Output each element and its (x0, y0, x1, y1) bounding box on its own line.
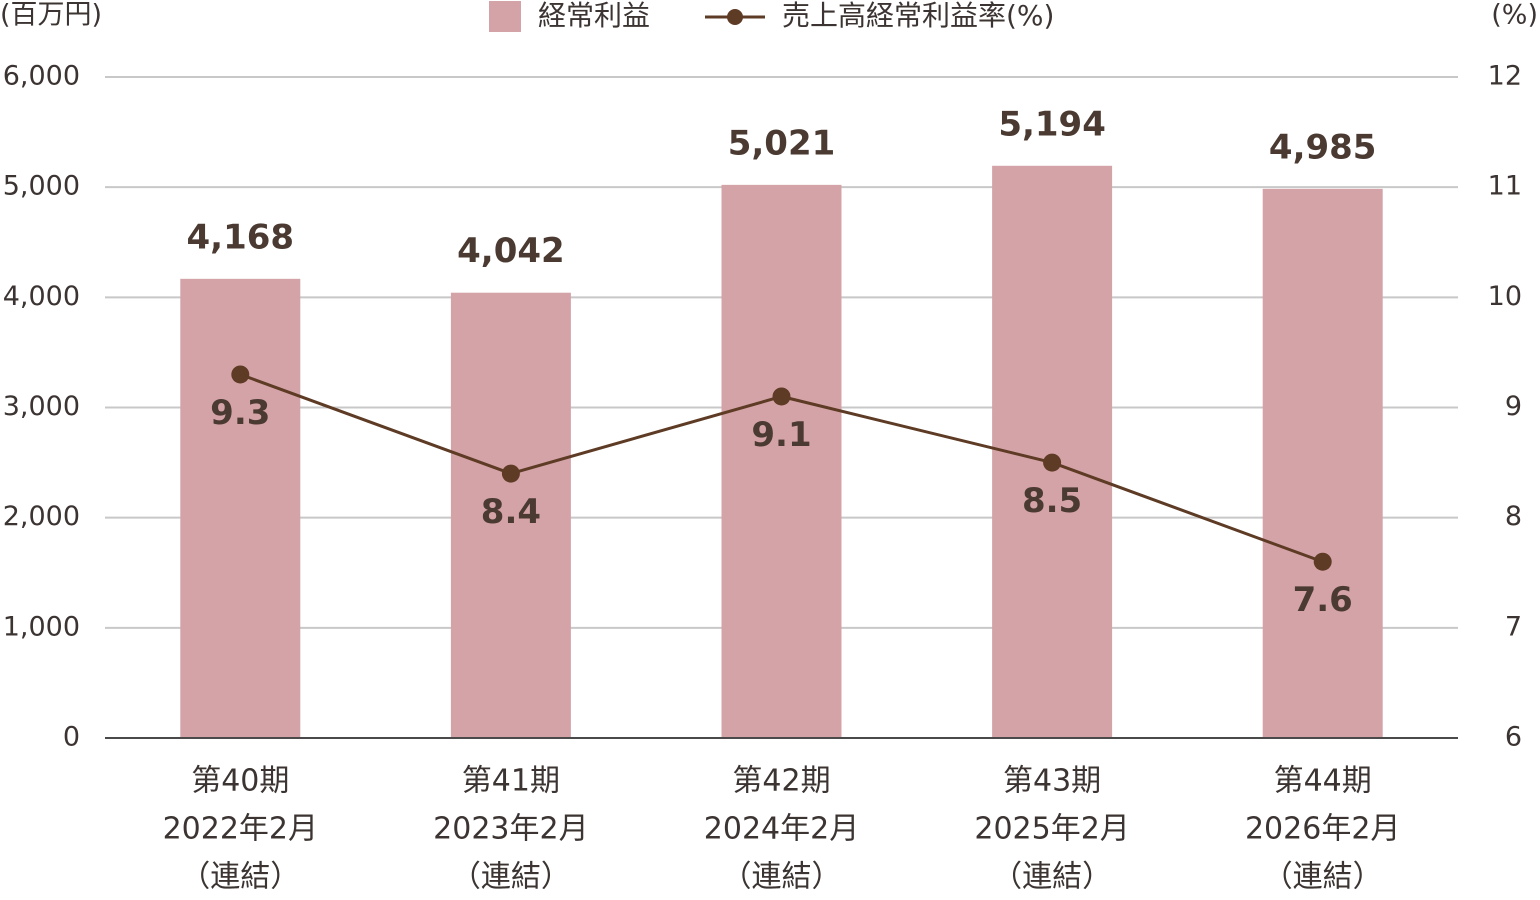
legend-marker (727, 9, 743, 25)
x-tick-label: 第42期 (732, 764, 830, 799)
y2-tick-label: 9 (1505, 391, 1522, 422)
line-value-label: 7.6 (1293, 580, 1353, 620)
y-tick-label: 3,000 (3, 391, 80, 422)
legend-swatch (489, 1, 521, 32)
line-point (772, 387, 791, 406)
y-tick-label: 0 (63, 722, 80, 753)
y2-tick-label: 10 (1488, 281, 1522, 312)
y-tick-label: 6,000 (3, 61, 80, 92)
y2-tick-label: 12 (1488, 61, 1522, 92)
bar-value-label: 4,042 (457, 231, 565, 271)
legend-label: 売上高経常利益率(%) (782, 0, 1054, 32)
x-tick-label: （連結） (451, 860, 571, 895)
bar (1262, 188, 1383, 739)
bar (450, 292, 571, 738)
x-tick-label: （連結） (1263, 860, 1383, 895)
y-tick-label: 1,000 (3, 611, 80, 642)
x-tick-label: （連結） (722, 860, 842, 895)
y2-tick-label: 8 (1505, 501, 1522, 532)
line-point (231, 365, 250, 384)
y2-tick-label: 6 (1505, 722, 1522, 753)
x-tick-label: 第40期 (191, 764, 289, 799)
line-value-label: 9.1 (751, 415, 811, 455)
bar-value-label: 5,021 (728, 123, 836, 163)
legend-label: 経常利益 (538, 0, 650, 32)
x-tick-label: 2026年2月 (1245, 812, 1400, 847)
x-tick-label: 2025年2月 (974, 812, 1129, 847)
x-tick-label: （連結） (992, 860, 1112, 895)
line-point (1313, 552, 1332, 571)
y2-tick-label: 7 (1505, 611, 1522, 642)
x-tick-label: 2023年2月 (433, 812, 588, 847)
bar-value-label: 4,985 (1269, 127, 1377, 167)
y-tick-label: 5,000 (3, 171, 80, 202)
x-tick-label: （連結） (180, 860, 300, 895)
bar (721, 184, 842, 739)
x-tick-label: 2024年2月 (704, 812, 859, 847)
line-point (1043, 453, 1062, 472)
x-tick-label: 2022年2月 (163, 812, 318, 847)
x-tick-label: 第41期 (462, 764, 560, 799)
y-tick-label: 2,000 (3, 501, 80, 532)
y-axis-unit: (百万円) (0, 0, 102, 31)
y2-tick-label: 11 (1488, 171, 1522, 202)
y-tick-label: 4,000 (3, 281, 80, 312)
line-point (501, 464, 520, 483)
bar (180, 278, 301, 738)
bar-value-label: 4,168 (187, 217, 295, 257)
y2-axis-unit: (%) (1491, 0, 1538, 31)
x-tick-label: 第43期 (1003, 764, 1101, 799)
bar-value-label: 5,194 (998, 104, 1106, 144)
x-tick-label: 第44期 (1274, 764, 1372, 799)
line-value-label: 8.4 (481, 492, 541, 532)
line-value-label: 8.5 (1022, 481, 1082, 521)
line-value-label: 9.3 (210, 393, 270, 433)
